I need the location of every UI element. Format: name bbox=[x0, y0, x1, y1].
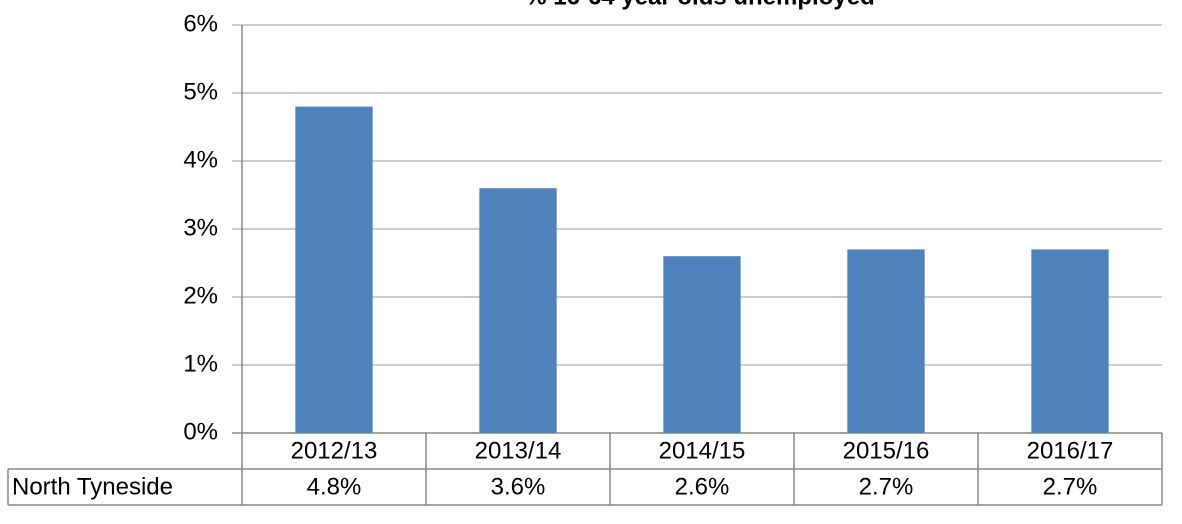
table-value: 3.6% bbox=[491, 473, 546, 500]
x-tick-label: 2016/17 bbox=[1027, 437, 1114, 464]
table-value: 2.7% bbox=[1043, 473, 1098, 500]
bar bbox=[663, 256, 741, 433]
y-tick-label: 1% bbox=[183, 350, 218, 377]
y-tick-label: 0% bbox=[183, 418, 218, 445]
x-tick-label: 2015/16 bbox=[843, 437, 930, 464]
chart-title: % 16-64 year olds unemployed bbox=[525, 0, 874, 10]
bar bbox=[295, 106, 373, 433]
y-tick-label: 4% bbox=[183, 146, 218, 173]
bar bbox=[479, 188, 557, 433]
table-row-label: North Tyneside bbox=[12, 473, 173, 500]
x-tick-label: 2012/13 bbox=[291, 437, 378, 464]
table-value: 4.8% bbox=[307, 473, 362, 500]
y-tick-label: 2% bbox=[183, 282, 218, 309]
y-tick-label: 3% bbox=[183, 214, 218, 241]
table-value: 2.6% bbox=[675, 473, 730, 500]
bar bbox=[847, 249, 925, 433]
bar bbox=[1031, 249, 1109, 433]
table-value: 2.7% bbox=[859, 473, 914, 500]
x-tick-label: 2014/15 bbox=[659, 437, 746, 464]
y-tick-label: 5% bbox=[183, 78, 218, 105]
x-tick-label: 2013/14 bbox=[475, 437, 562, 464]
y-tick-label: 6% bbox=[183, 10, 218, 37]
